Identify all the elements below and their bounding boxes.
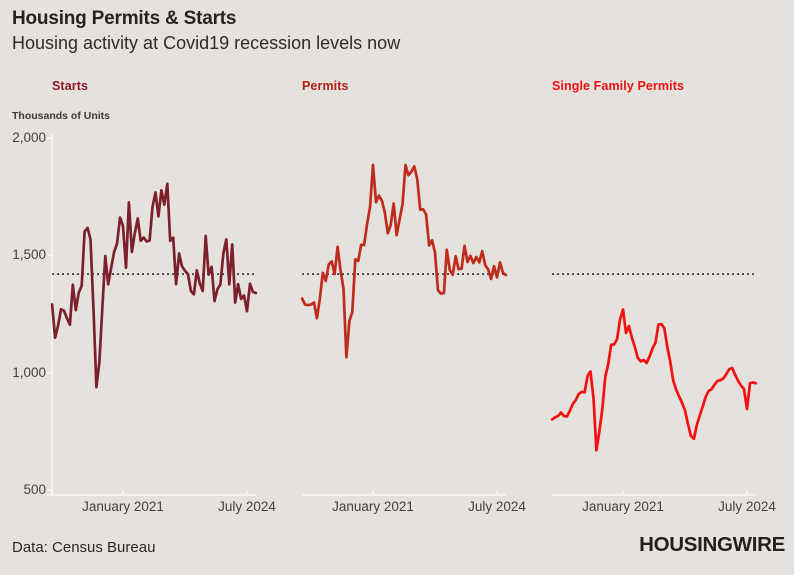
panel-label-starts: Starts (52, 79, 89, 93)
page-subtitle: Housing activity at Covid19 recession le… (12, 33, 401, 53)
x-axis-tick-label: January 2021 (82, 499, 164, 514)
x-axis-tick-label: July 2024 (718, 499, 776, 514)
panel-label-permits: Permits (302, 79, 349, 93)
x-axis-tick-label: January 2021 (582, 499, 664, 514)
x-axis-tick-label: January 2021 (332, 499, 414, 514)
y-axis-tick-label: 2,000 (12, 130, 46, 145)
single-family-permits-line (550, 308, 758, 452)
housingwire-logo: HOUSINGWIRE (639, 533, 785, 556)
y-axis-tick-label: 1,000 (12, 364, 46, 380)
y-axis-tick-label: 1,500 (12, 247, 46, 263)
starts-line (50, 182, 258, 389)
panel-label-single-family-permits: Single Family Permits (552, 79, 685, 93)
x-axis-tick-label: July 2024 (218, 499, 276, 514)
page-title: Housing Permits & Starts (12, 8, 237, 29)
y-axis-units-label: Thousands of Units (12, 110, 110, 122)
source-note: Data: Census Bureau (12, 539, 156, 556)
permits-line (300, 163, 508, 359)
y-axis-tick-label: 500 (23, 482, 46, 497)
x-axis-tick-label: July 2024 (468, 499, 526, 514)
